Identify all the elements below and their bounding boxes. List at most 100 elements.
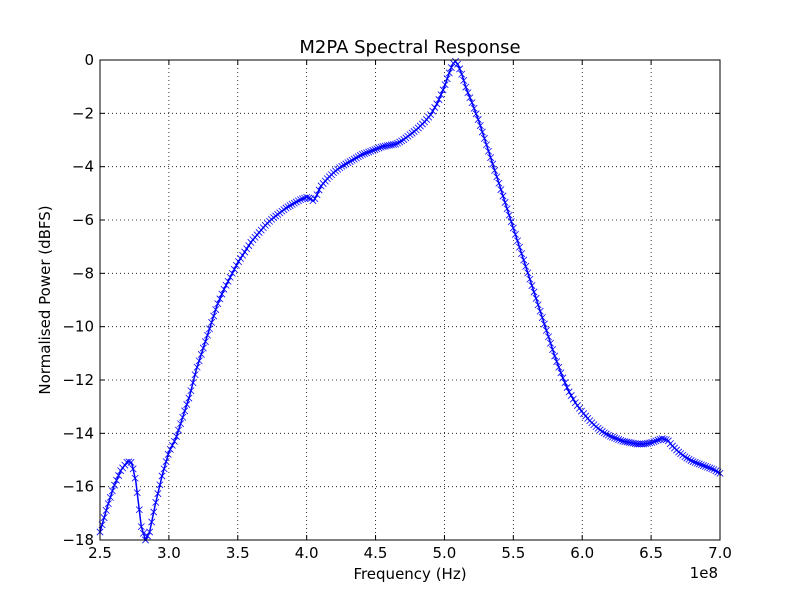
data-point-marker xyxy=(573,402,581,409)
data-point-marker xyxy=(338,162,346,170)
data-point-marker xyxy=(235,258,242,266)
data-point-marker xyxy=(547,339,554,347)
data-point-marker xyxy=(551,352,559,360)
data-point-marker xyxy=(224,277,232,285)
data-point-marker xyxy=(206,325,213,333)
data-point-marker xyxy=(352,154,360,162)
data-point-marker xyxy=(199,344,207,352)
data-point-marker xyxy=(390,141,397,148)
data-point-marker xyxy=(292,198,300,206)
data-point-marker xyxy=(505,211,513,219)
data-point-marker xyxy=(387,141,395,149)
data-point-marker xyxy=(218,290,226,298)
data-point-marker xyxy=(609,433,616,441)
data-point-marker xyxy=(245,242,253,250)
data-point-marker xyxy=(137,523,145,531)
series-line xyxy=(99,60,721,541)
data-point-marker xyxy=(427,111,435,119)
data-point-marker xyxy=(311,195,319,203)
data-point-marker xyxy=(129,465,137,473)
data-point-marker xyxy=(133,489,141,497)
data-point-marker xyxy=(363,149,371,157)
data-point-marker xyxy=(175,426,182,434)
data-point-marker xyxy=(204,331,211,339)
data-point-marker xyxy=(367,147,375,155)
data-point-marker xyxy=(642,440,650,448)
data-point-marker xyxy=(611,434,619,442)
data-point-marker xyxy=(294,197,302,205)
data-point-marker xyxy=(466,94,474,102)
data-point-marker xyxy=(681,453,689,461)
data-point-marker xyxy=(297,196,304,204)
data-point-marker xyxy=(480,134,488,142)
data-point-marker xyxy=(375,144,383,152)
x-tick-label: 6.0 xyxy=(570,544,594,562)
grid xyxy=(100,60,720,540)
data-point-marker xyxy=(646,439,654,447)
data-point-marker xyxy=(371,146,379,154)
data-point-marker xyxy=(346,158,354,165)
data-point-marker xyxy=(239,251,247,259)
data-point-marker xyxy=(654,436,662,444)
data-point-marker xyxy=(629,439,637,447)
data-point-marker xyxy=(210,312,218,320)
data-point-marker xyxy=(660,435,668,443)
chart-title: M2PA Spectral Response xyxy=(299,37,520,58)
data-point-marker xyxy=(313,191,321,199)
data-point-marker xyxy=(166,445,174,453)
data-point-marker xyxy=(154,490,162,498)
data-point-marker xyxy=(687,457,695,464)
data-point-marker xyxy=(538,314,546,322)
data-point-marker xyxy=(177,420,185,428)
data-point-marker xyxy=(299,195,306,203)
data-point-marker xyxy=(619,437,627,445)
data-point-marker xyxy=(121,461,129,469)
data-point-marker xyxy=(708,465,716,473)
data-point-marker xyxy=(189,379,197,387)
data-point-marker xyxy=(144,532,151,540)
data-point-marker xyxy=(522,262,530,270)
data-point-marker xyxy=(226,273,234,281)
data-point-marker xyxy=(216,295,224,303)
x-tick-label: 5.5 xyxy=(501,544,525,562)
x-axis-offset-label: 1e8 xyxy=(690,564,718,582)
data-point-marker xyxy=(222,281,230,289)
data-point-marker xyxy=(435,96,443,103)
data-point-marker xyxy=(185,394,193,402)
plot-frame xyxy=(99,59,721,541)
data-point-marker xyxy=(284,203,292,211)
data-point-marker xyxy=(237,254,244,262)
data-point-marker xyxy=(689,458,697,466)
data-point-marker xyxy=(146,528,154,536)
data-point-marker xyxy=(493,173,501,181)
data-point-marker xyxy=(195,357,203,365)
data-point-marker xyxy=(445,69,453,77)
data-point-marker xyxy=(693,459,701,467)
data-point-marker xyxy=(691,458,699,466)
data-point-marker xyxy=(365,148,373,156)
data-point-marker xyxy=(111,481,118,489)
data-point-marker xyxy=(241,248,249,256)
data-point-marker xyxy=(181,407,189,415)
data-point-marker xyxy=(557,369,565,377)
data-point-marker xyxy=(526,275,534,283)
data-point-marker xyxy=(491,166,499,174)
data-point-marker xyxy=(127,458,135,466)
y-tick-label: 0 xyxy=(84,51,94,69)
data-point-marker xyxy=(530,288,538,296)
data-point-marker xyxy=(447,64,455,72)
data-point-marker xyxy=(197,350,205,358)
data-point-marker xyxy=(613,435,621,443)
data-point-marker xyxy=(454,60,461,68)
data-point-marker xyxy=(617,436,625,444)
data-point-marker xyxy=(150,508,158,516)
data-point-marker xyxy=(342,160,350,168)
data-point-marker xyxy=(520,256,528,264)
data-point-marker xyxy=(503,205,511,213)
data-point-marker xyxy=(555,363,563,371)
data-point-marker xyxy=(507,218,515,226)
data-point-marker xyxy=(102,506,110,514)
data-point-marker xyxy=(201,338,209,346)
data-point-marker xyxy=(627,439,635,447)
data-point-marker xyxy=(336,164,344,172)
